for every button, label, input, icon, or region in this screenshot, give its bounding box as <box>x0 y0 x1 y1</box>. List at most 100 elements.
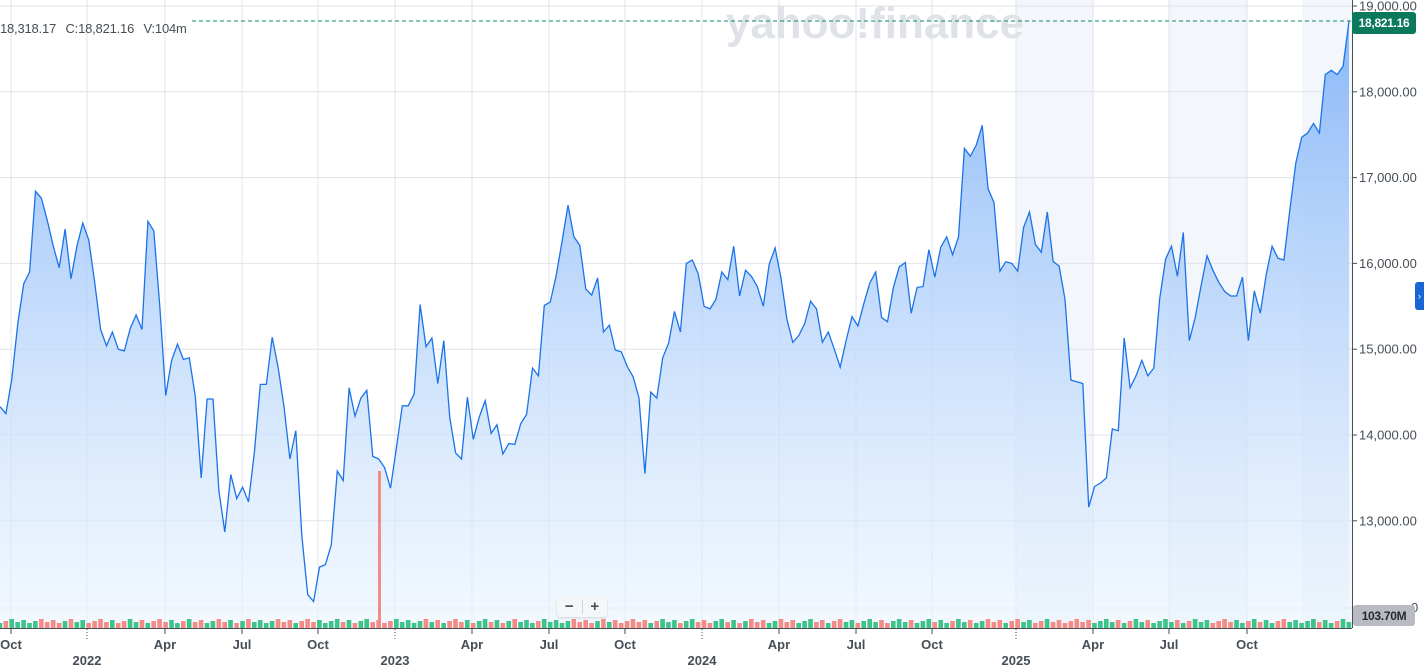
volume-bar <box>281 622 287 628</box>
volume-bar <box>50 620 56 628</box>
zoom-in-button[interactable]: + <box>590 598 600 615</box>
price-line <box>0 21 1350 603</box>
volume-bar <box>465 620 470 628</box>
volume-bar <box>1157 621 1162 628</box>
volume-bar <box>896 619 902 628</box>
volume-bar <box>382 623 387 628</box>
volume-bar <box>198 620 204 628</box>
volume-bar <box>1092 623 1097 628</box>
volume-bar <box>3 621 9 628</box>
volume-bar <box>186 619 192 628</box>
volume-bar <box>293 623 298 628</box>
volume-bar <box>1228 622 1233 628</box>
volume-bar <box>352 623 358 628</box>
volume-bar <box>1186 621 1192 628</box>
volume-bar <box>749 619 754 628</box>
volume-bar <box>1115 620 1121 628</box>
volume-bar <box>127 619 133 628</box>
volume-bar <box>956 619 961 628</box>
volume-bar <box>666 622 671 628</box>
y-axis-label: 17,000.00 <box>1359 170 1417 185</box>
volume-bar <box>707 623 713 628</box>
volume-bar <box>1275 621 1281 628</box>
volume-bar <box>1251 619 1257 628</box>
close-value: C:18,821.16 <box>65 21 135 36</box>
volume-bar <box>204 623 210 628</box>
expand-panel-button[interactable]: › <box>1415 282 1424 310</box>
y-axis-label: 18,000.00 <box>1359 84 1417 99</box>
volume-bar <box>115 623 121 628</box>
volume-bar <box>719 619 724 628</box>
volume-bar <box>1104 619 1109 628</box>
volume-bar <box>1346 622 1352 628</box>
volume-bar <box>612 620 618 628</box>
volume-bar <box>240 621 245 628</box>
volume-bar <box>843 622 849 628</box>
volume-bar <box>1293 620 1298 628</box>
x-axis-month-label: Jul <box>847 637 866 652</box>
volume-bar <box>861 621 866 628</box>
volume-bar <box>1317 622 1322 628</box>
volume-bar <box>417 621 423 628</box>
volume-bar <box>766 623 772 628</box>
zoom-out-button[interactable]: − <box>564 598 574 615</box>
volume-bar <box>405 620 411 628</box>
volume-bar <box>926 619 932 628</box>
volume-bar <box>630 619 636 628</box>
volume-bar <box>15 622 20 628</box>
volume-bar <box>157 619 162 628</box>
volume-bar <box>1192 619 1198 628</box>
volume-bar <box>1180 623 1186 628</box>
volume-bar <box>1044 619 1050 628</box>
volume-bar <box>908 620 914 628</box>
volume-bar <box>121 621 127 628</box>
volume-bar <box>441 623 446 628</box>
volume-bar <box>1175 620 1180 628</box>
volume-bar <box>151 621 156 628</box>
volume-bar <box>1038 621 1044 628</box>
volume-bar <box>1269 623 1275 628</box>
volume-bar <box>222 622 227 628</box>
volume-bar <box>920 621 926 628</box>
volume-bar <box>169 620 174 628</box>
volume-bar <box>435 620 440 628</box>
volume-bar <box>328 621 334 628</box>
chevron-right-icon: › <box>1418 291 1421 301</box>
volume-bar <box>411 623 417 628</box>
volume-bar <box>1015 619 1020 628</box>
volume-bar <box>512 619 517 628</box>
volume-bar <box>317 620 322 628</box>
volume-bar <box>796 623 801 628</box>
volume-bar <box>825 623 831 628</box>
volume-bar <box>80 620 85 628</box>
volume-bar <box>370 622 375 628</box>
x-axis-month-label: Jul <box>233 637 252 652</box>
volume-bar <box>808 619 813 628</box>
x-axis-year-label: 2024 <box>688 653 718 667</box>
volume-bar <box>530 623 535 628</box>
volume-bar <box>618 623 624 628</box>
volume-bar <box>110 620 115 628</box>
volume-bar <box>92 621 97 628</box>
volume-bar <box>577 622 582 628</box>
volume-bar <box>713 621 719 628</box>
volume-bar <box>74 622 80 628</box>
volume-bar <box>21 620 26 628</box>
volume-bar <box>583 620 588 628</box>
volume-bar <box>737 623 742 628</box>
volume-bar <box>394 619 399 628</box>
x-axis-month-label: Oct <box>921 637 943 652</box>
volume-bar <box>536 621 541 628</box>
volume-bar <box>1109 622 1115 628</box>
volume-bar <box>27 623 32 628</box>
volume-bar <box>1127 621 1133 628</box>
volume-bar <box>559 623 565 628</box>
x-axis-month-label: Apr <box>461 637 483 652</box>
volume-bar <box>1151 623 1156 628</box>
volume-bar <box>1139 622 1145 628</box>
volume-bar <box>68 619 74 628</box>
zoom-divider <box>581 600 583 614</box>
volume-bar <box>1246 621 1251 628</box>
